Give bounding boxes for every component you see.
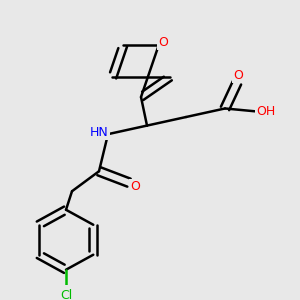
Text: OH: OH <box>256 105 275 118</box>
Text: Cl: Cl <box>60 289 72 300</box>
Text: HN: HN <box>90 126 108 139</box>
Text: O: O <box>234 69 243 82</box>
Text: O: O <box>158 36 168 49</box>
Text: O: O <box>130 180 140 194</box>
